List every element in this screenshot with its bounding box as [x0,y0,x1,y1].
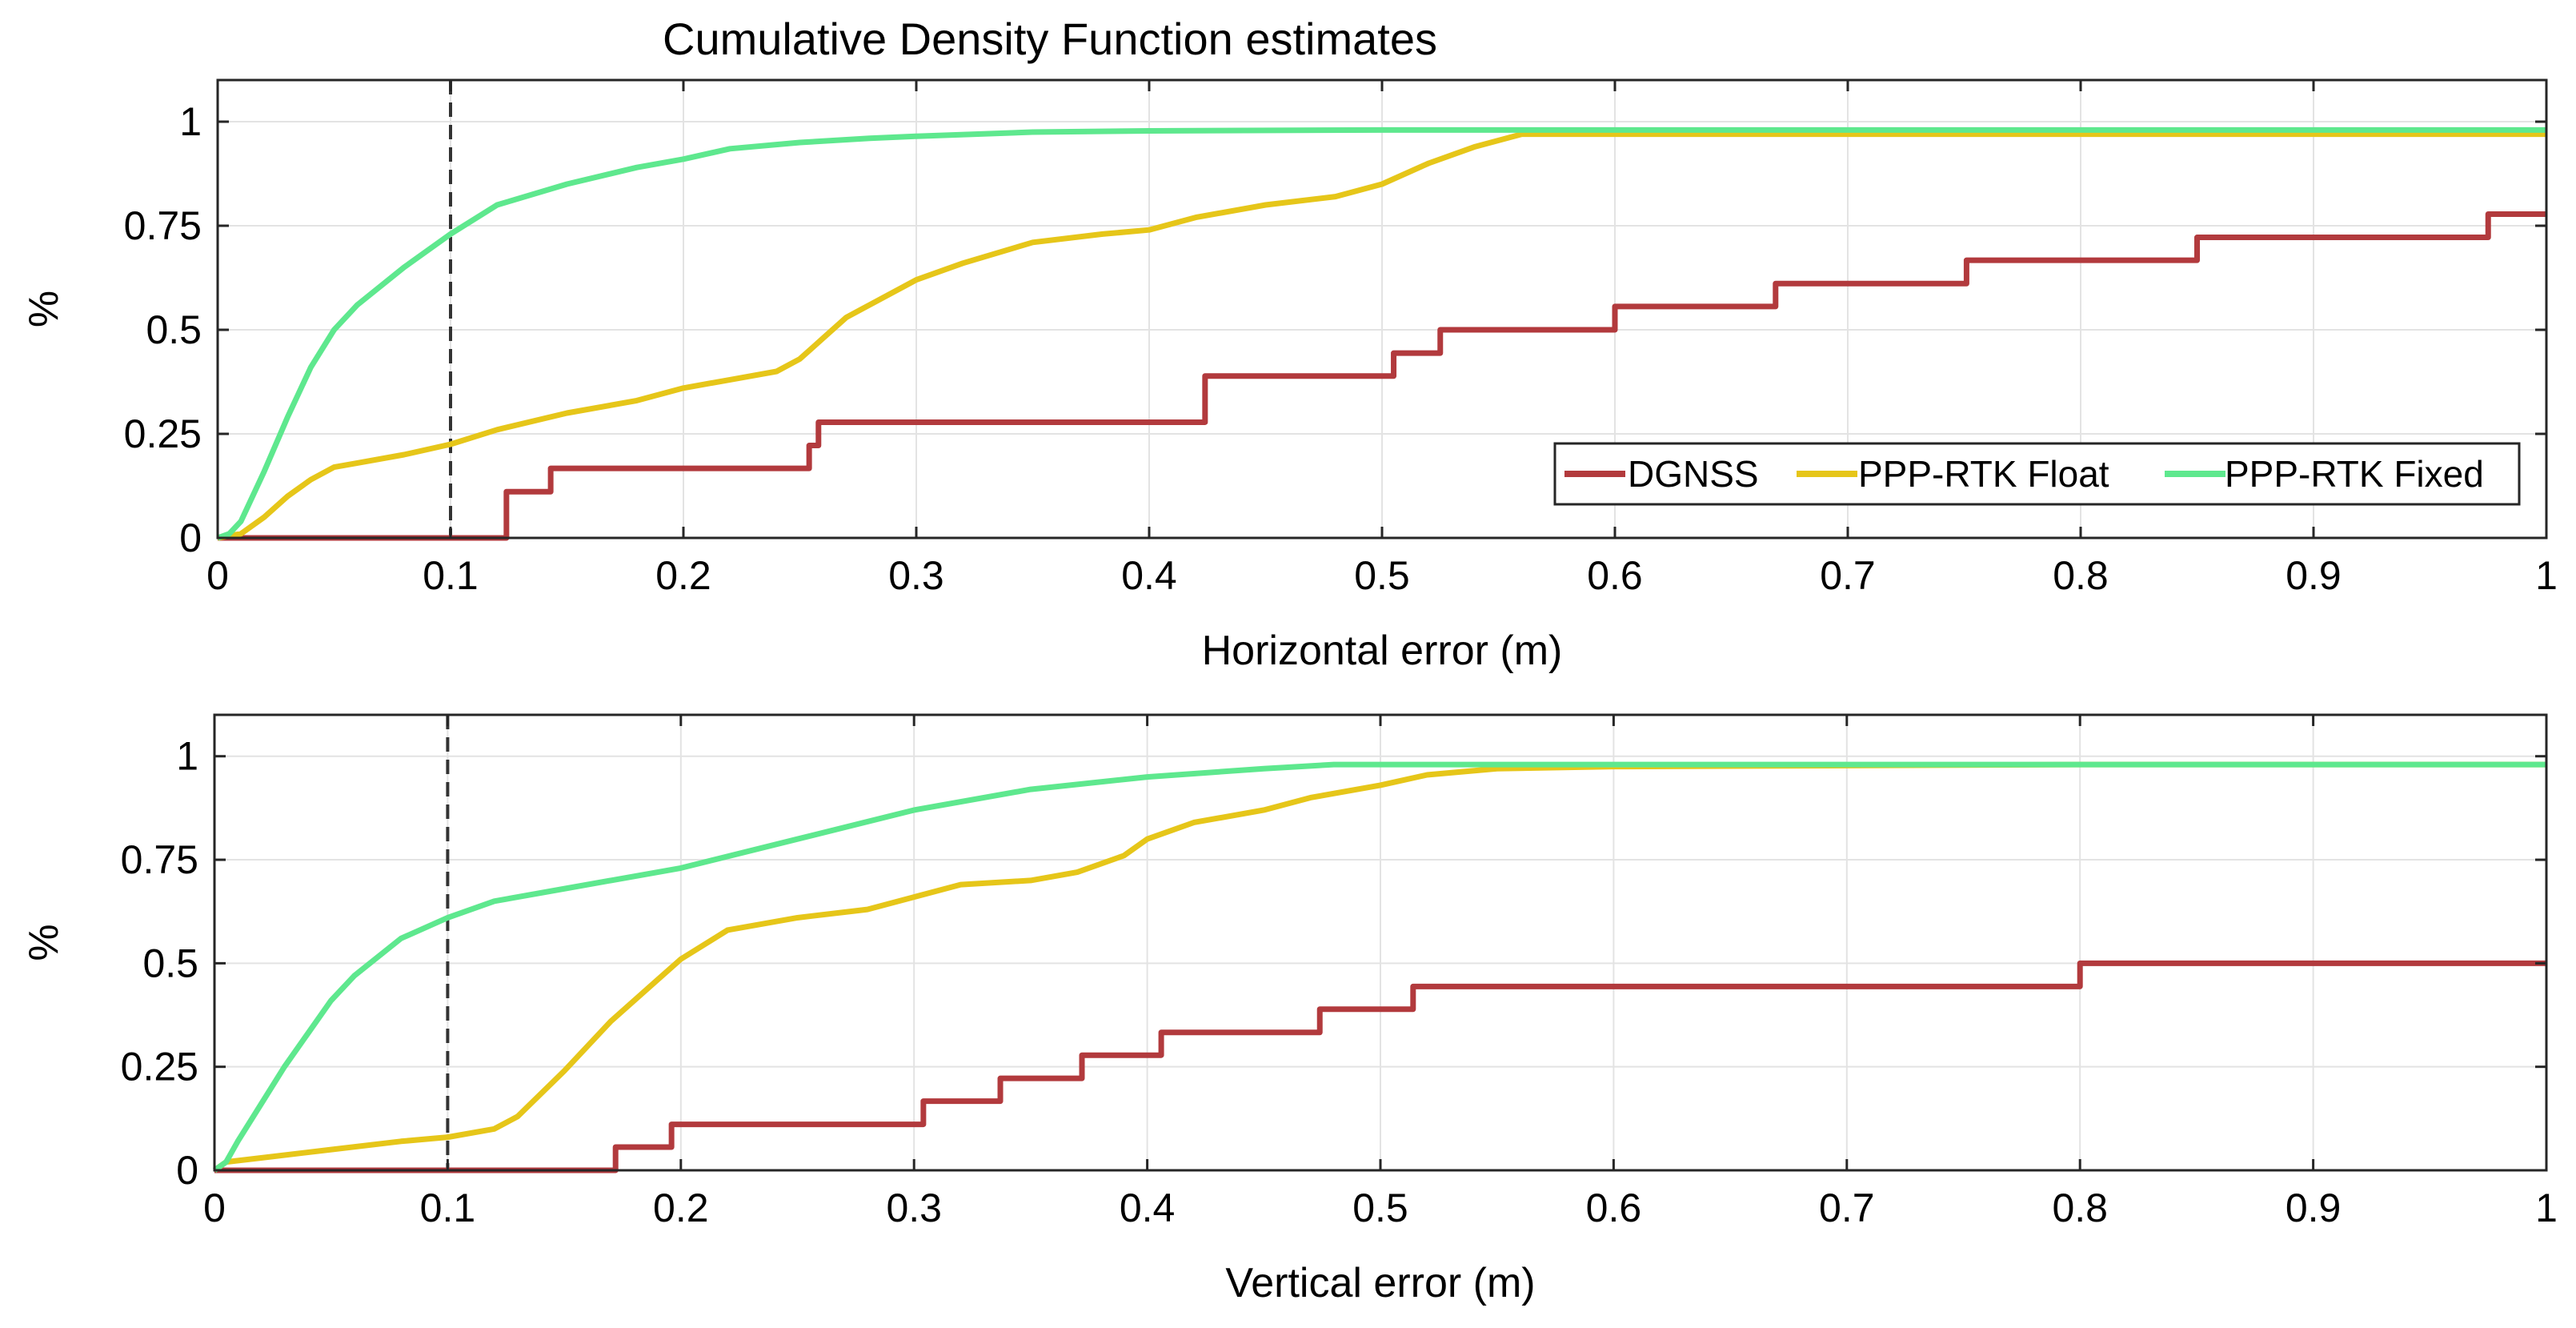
plots-group: 0 0.1 0.2 0.3 0.4 0.5 0.6 0.7 0.8 0.9 1 0 0.25 0.5 0.7… [21,78,2558,1306]
x-tick-label: 0.7 [1819,1186,1875,1230]
x-tick-label: 0.3 [886,1186,942,1230]
series-line-dgnss [218,211,2546,541]
legend: DGNSS PPP-RTK Float PPP-RTK Fixed [1553,442,2521,506]
x-tick-label: 0.6 [1586,1186,1642,1230]
y-tick-label: 0.75 [124,203,202,248]
series-line-ppp-rtk-float [212,761,2546,1173]
y-tick-label: 1 [176,734,198,779]
y-axis-label: % [21,924,67,961]
figure-title: Cumulative Density Function estimates [663,14,1437,64]
x-tick-label: 0 [206,553,229,598]
x-tick-label: 0.9 [2286,553,2342,598]
x-tick-label: 0.1 [420,1186,476,1230]
x-tick-label: 0.6 [1587,553,1643,598]
x-tick-label: 0.7 [1820,553,1876,598]
x-axis-label: Horizontal error (m) [1202,628,1563,674]
x-tick-label: 0.8 [2053,553,2109,598]
x-tick-label: 0.8 [2052,1186,2108,1230]
x-tick-label: 1 [2535,553,2558,598]
x-tick-label: 1 [2535,1186,2558,1230]
legend-label: PPP-RTK Float [1858,453,2109,495]
legend-box [1553,442,2521,506]
legend-label: PPP-RTK Fixed [2225,453,2484,495]
x-tick-label: 0.3 [888,553,944,598]
subplot-2: 0 0.1 0.2 0.3 0.4 0.5 0.6 0.7 0.8 0.9 1 0 0.25 0.5 0.7… [21,713,2558,1306]
x-tick-label: 0.2 [653,1186,709,1230]
y-tick-label: 1 [179,99,202,144]
x-axis-label: Vertical error (m) [1225,1260,1535,1306]
x-tick-label: 0 [203,1186,226,1230]
series-line-dgnss [214,960,2546,1174]
y-tick-label: 0.5 [146,307,202,352]
x-tick-label: 0.1 [423,553,479,598]
y-tick-label: 0 [179,516,202,560]
y-tick-label: 0.25 [124,411,202,456]
x-tick-label: 0.4 [1121,553,1177,598]
y-tick-label: 0.75 [121,837,198,882]
subplot-1: 0 0.1 0.2 0.3 0.4 0.5 0.6 0.7 0.8 0.9 1 0 0.25 0.5 0.7… [21,78,2558,674]
y-tick-label: 0.5 [142,941,198,985]
series-line-ppp-rtk-float [217,131,2546,541]
legend-label: DGNSS [1628,453,1759,495]
x-tick-label: 0.4 [1120,1186,1176,1230]
y-tick-label: 0.25 [121,1045,198,1089]
series-line-ppp-rtk-fixed [212,761,2546,1173]
x-tick-label: 0.5 [1354,553,1410,598]
y-axis-label: % [21,291,67,327]
x-tick-label: 0.5 [1352,1186,1408,1230]
y-tick-label: 0 [176,1148,198,1193]
x-tick-label: 0.2 [655,553,711,598]
series-line-ppp-rtk-fixed [216,126,2546,541]
x-tick-label: 0.9 [2286,1186,2342,1230]
